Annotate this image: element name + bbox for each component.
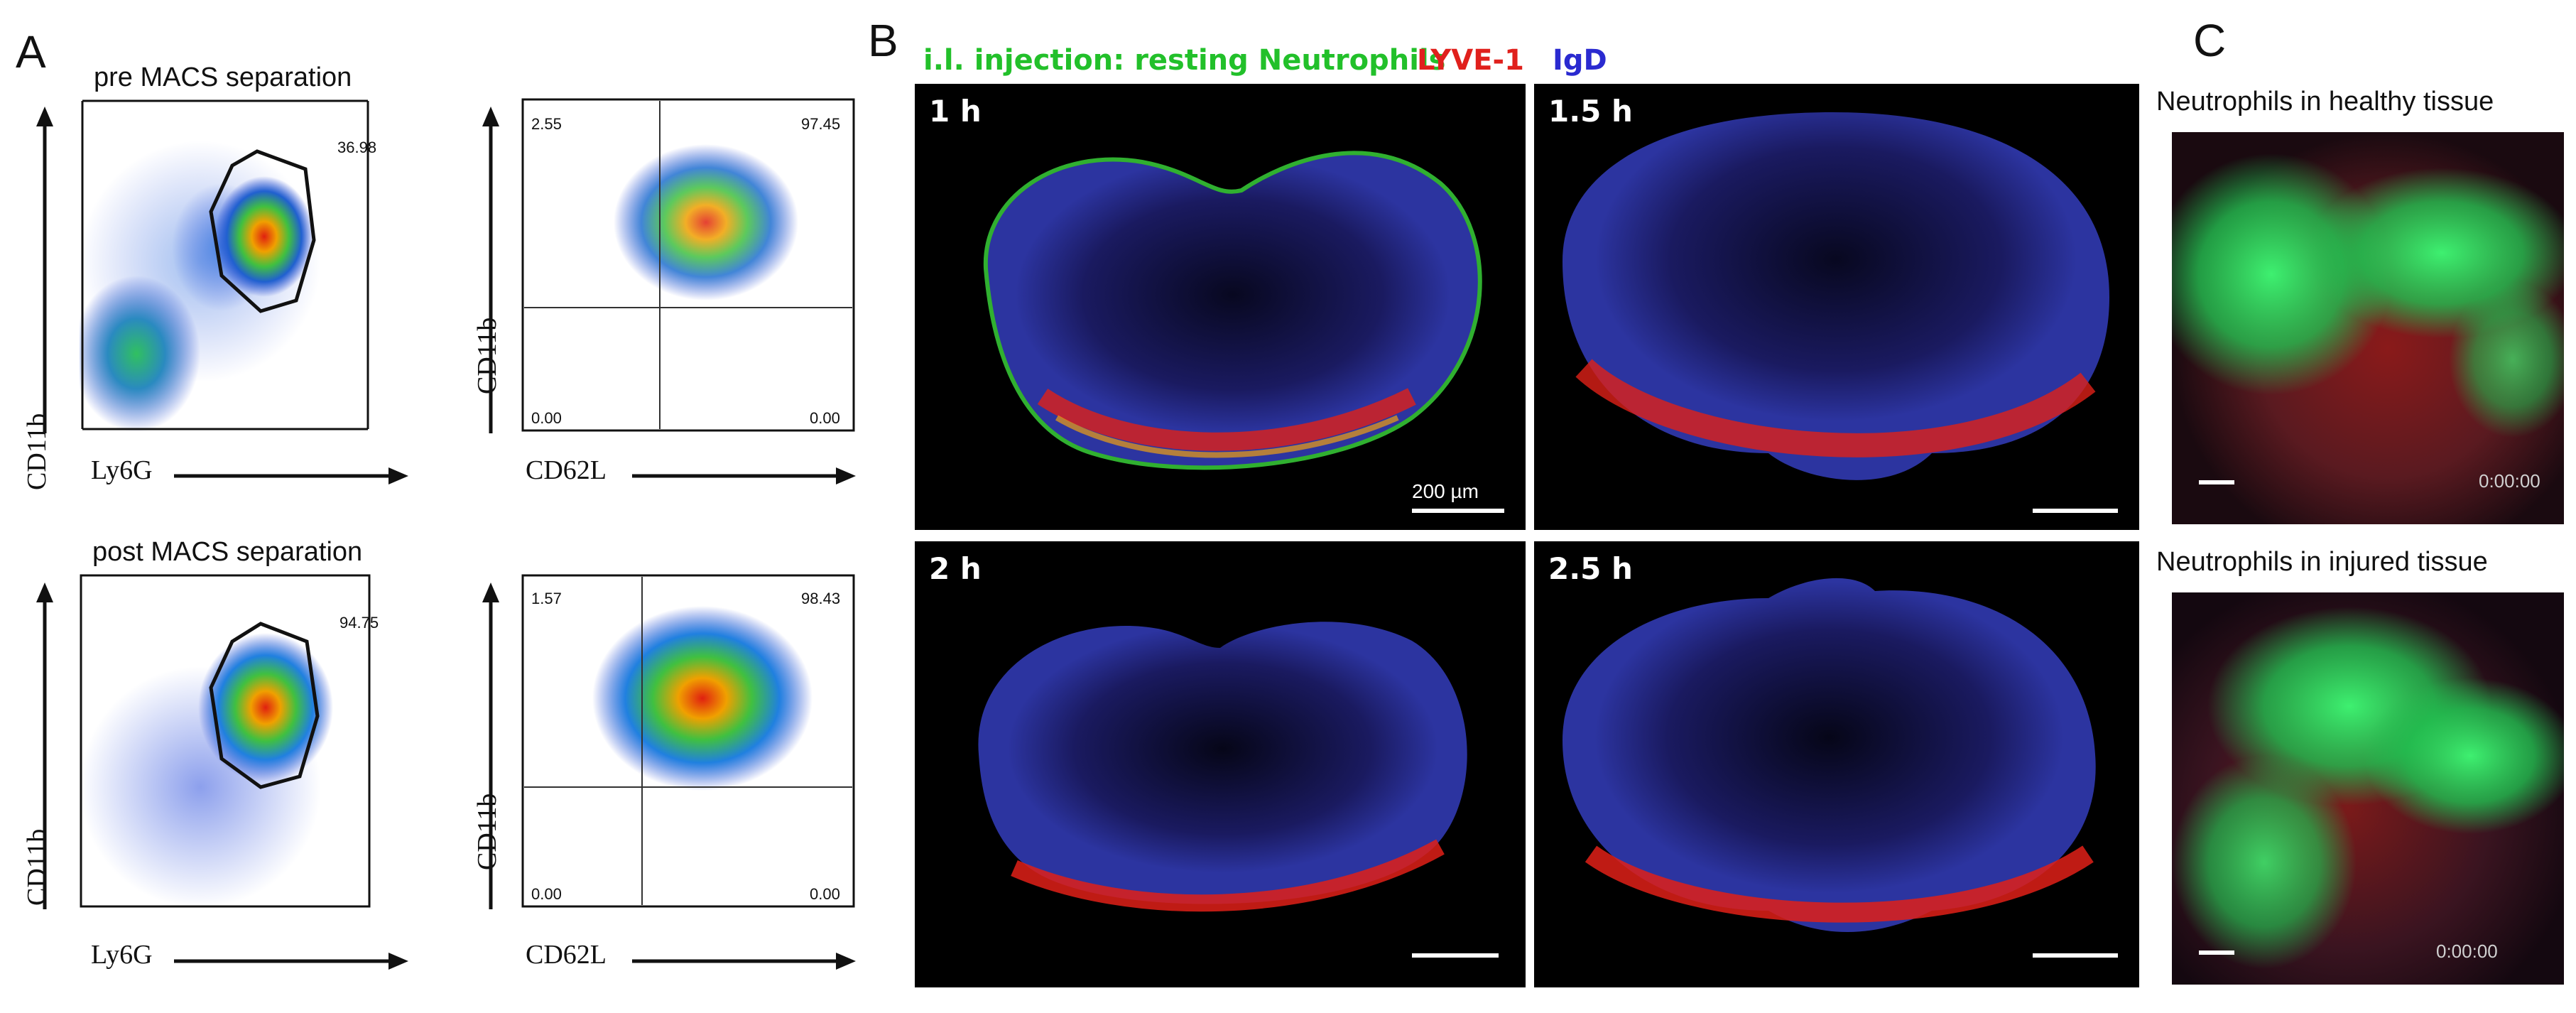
scalebar-label-1h: 200 µm xyxy=(1412,480,1479,502)
pre-quad-y-arrow xyxy=(482,107,499,433)
post-quad-ur: 98.43 xyxy=(801,590,841,607)
legend-igd: IgD xyxy=(1553,44,1607,77)
healthy-timestamp: 0:00:00 xyxy=(2479,470,2540,492)
healthy-tissue-svg xyxy=(2172,132,2564,524)
post-quad-lr: 0.00 xyxy=(810,885,840,903)
injured-timestamp: 0:00:00 xyxy=(2436,941,2498,962)
post-quad-y-arrow xyxy=(482,583,499,909)
time-label-1h: 1 h xyxy=(929,94,982,129)
pre-gate-ylabel: CD11b xyxy=(22,413,52,490)
lymph-node-2h-svg xyxy=(978,622,1467,912)
scalebar-1h xyxy=(1412,509,1504,513)
pre-quad-ul: 2.55 xyxy=(531,115,562,133)
pre-gate-plot xyxy=(72,98,371,432)
post-gate-x-arrow xyxy=(174,953,408,970)
scalebar-2-5h xyxy=(2033,953,2118,958)
lymph-node-2-5h-svg xyxy=(1563,578,2096,932)
post-quad-x-arrow xyxy=(632,953,856,970)
healthy-tissue-title: Neutrophils in healthy tissue xyxy=(2156,87,2494,117)
post-quad-plot xyxy=(521,574,855,908)
post-gate-y-arrow xyxy=(36,583,53,909)
scalebar-2h xyxy=(1412,953,1499,958)
post-quad-xlabel: CD62L xyxy=(526,940,607,970)
pre-quad-ur: 97.45 xyxy=(801,115,841,133)
panel-b-letter: B xyxy=(868,15,898,66)
lymph-node-1h-svg xyxy=(983,151,1482,470)
post-gate-plot-svg xyxy=(80,574,371,908)
pre-quad-ylabel: CD11b xyxy=(472,317,502,394)
lymph-node-1h: 1 h 200 µm xyxy=(915,84,1526,530)
pre-macs-title: pre MACS separation xyxy=(94,63,352,92)
legend-lyve1: LYVE-1 xyxy=(1417,44,1524,77)
injured-tissue-svg xyxy=(2172,592,2564,985)
injured-tissue-image: 0:00:00 xyxy=(2172,592,2564,985)
post-gate-value: 94.75 xyxy=(339,614,379,632)
post-gate-xlabel: Ly6G xyxy=(91,940,153,970)
lymph-node-2h: 2 h xyxy=(915,541,1526,987)
pre-gate-xlabel: Ly6G xyxy=(91,455,153,485)
post-quad-ul: 1.57 xyxy=(531,590,562,607)
pre-gate-value: 36.98 xyxy=(337,139,377,156)
post-gate-plot xyxy=(80,574,371,908)
time-label-2h: 2 h xyxy=(929,551,982,586)
pre-gate-y-arrow xyxy=(36,107,53,433)
pre-quad-xlabel: CD62L xyxy=(526,455,607,485)
pre-quad-x-arrow xyxy=(632,467,856,484)
injured-scalebar xyxy=(2199,950,2234,955)
pre-quad-ll: 0.00 xyxy=(531,409,562,427)
lymph-node-1-5h-svg xyxy=(1563,112,2109,480)
healthy-scalebar xyxy=(2199,480,2234,484)
post-quad-ll: 0.00 xyxy=(531,885,562,903)
post-gate-ylabel: CD11b xyxy=(22,828,52,906)
pre-gate-plot-svg xyxy=(72,99,369,432)
post-macs-title: post MACS separation xyxy=(92,537,363,567)
time-label-2-5h: 2.5 h xyxy=(1548,551,1633,586)
post-quad-ylabel: CD11b xyxy=(472,793,502,870)
panel-a-letter: A xyxy=(16,26,46,77)
injured-tissue-title: Neutrophils in injured tissue xyxy=(2156,547,2488,577)
post-quad-plot-svg xyxy=(521,574,855,908)
pre-quad-plot xyxy=(521,98,855,432)
healthy-tissue-image: 0:00:00 xyxy=(2172,132,2564,524)
lymph-node-1-5h: 1.5 h xyxy=(1534,84,2139,530)
pre-quad-lr: 0.00 xyxy=(810,409,840,427)
lymph-node-2-5h: 2.5 h xyxy=(1534,541,2139,987)
legend-neutrophils: i.l. injection: resting Neutrophils xyxy=(923,44,1446,77)
pre-gate-x-arrow xyxy=(174,467,408,484)
time-label-1-5h: 1.5 h xyxy=(1548,94,1633,129)
panel-c-letter: C xyxy=(2193,15,2227,66)
scalebar-1-5h xyxy=(2033,509,2118,513)
pre-quad-plot-svg xyxy=(521,98,855,432)
